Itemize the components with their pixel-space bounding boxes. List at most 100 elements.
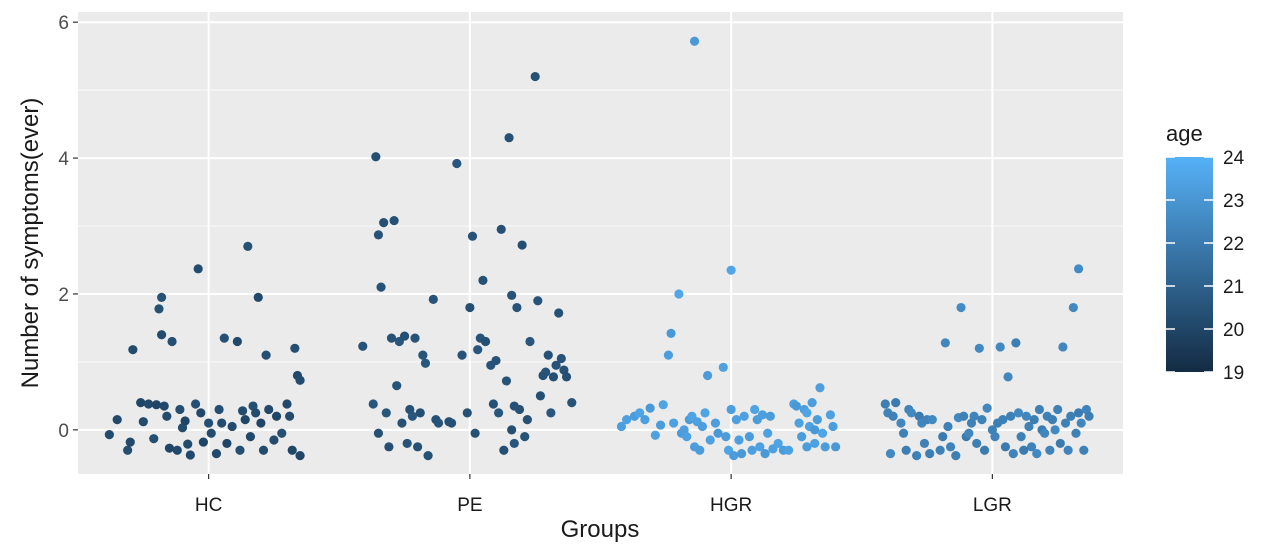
data-point [689, 36, 700, 46]
data-point [755, 442, 765, 452]
data-point [802, 442, 812, 452]
data-point [525, 336, 535, 347]
x-axis-title: Groups [561, 516, 640, 543]
data-point [1047, 415, 1058, 425]
data-point [507, 425, 517, 435]
data-point [277, 428, 287, 438]
data-point [253, 292, 263, 302]
data-point [543, 350, 553, 360]
data-point [956, 302, 966, 313]
data-point [1068, 302, 1078, 313]
data-point [217, 418, 227, 428]
x-axis: HC PE HGR LGR [195, 474, 1012, 516]
data-point [376, 282, 386, 292]
data-point [912, 451, 922, 461]
data-point [446, 418, 457, 428]
data-point [713, 428, 723, 438]
data-point [514, 404, 525, 415]
data-point [1063, 445, 1073, 455]
data-point [1019, 445, 1029, 455]
data-point [407, 411, 417, 421]
data-point [256, 418, 266, 428]
data-point [969, 411, 979, 421]
legend-label: 24 [1223, 148, 1245, 169]
data-point [381, 408, 391, 418]
data-point [901, 445, 911, 455]
y-tick-label: 6 [58, 13, 69, 34]
data-point [1021, 411, 1031, 421]
data-point [488, 399, 498, 409]
data-point [726, 265, 736, 275]
data-point [264, 404, 274, 415]
data-point [399, 331, 410, 341]
data-point [888, 411, 898, 421]
legend-colorbar [1166, 157, 1213, 372]
data-point [478, 275, 488, 285]
data-point [695, 445, 705, 455]
data-point [175, 404, 185, 415]
data-point [243, 241, 253, 251]
data-point [998, 415, 1008, 425]
data-point [245, 432, 256, 442]
data-point [831, 442, 841, 452]
data-point [797, 432, 807, 442]
data-point [535, 391, 546, 401]
data-point [397, 418, 407, 428]
data-point [290, 343, 300, 353]
gridlines [78, 12, 1123, 474]
data-point [261, 350, 271, 360]
data-point [358, 341, 368, 351]
data-point [760, 449, 770, 459]
data-point [457, 350, 467, 360]
legend-title: age [1166, 121, 1203, 146]
data-point [640, 415, 650, 425]
data-point [825, 410, 836, 420]
data-point [193, 264, 203, 274]
data-point [959, 411, 969, 421]
data-point [945, 442, 956, 452]
data-point [428, 294, 438, 304]
data-point [1034, 404, 1044, 415]
data-point [1045, 445, 1055, 455]
data-point [663, 350, 674, 360]
data-point [157, 292, 167, 302]
data-point [977, 415, 987, 425]
data-point [1029, 415, 1039, 425]
data-point [491, 355, 501, 366]
data-point [815, 383, 825, 393]
y-axis-title: Number of symptoms(ever) [17, 98, 44, 389]
data-point [1016, 432, 1026, 442]
data-point [198, 437, 208, 447]
data-point [235, 445, 245, 455]
data-point [183, 439, 193, 449]
legend-label: 21 [1223, 277, 1244, 298]
data-point [1058, 342, 1068, 352]
data-point [1073, 264, 1084, 274]
data-point [159, 401, 169, 411]
data-point [974, 343, 984, 353]
data-point [1084, 411, 1094, 421]
data-point [635, 408, 645, 418]
data-point [807, 398, 817, 408]
data-point [162, 411, 172, 421]
data-point [190, 399, 201, 409]
data-point [196, 408, 206, 418]
data-point [384, 442, 394, 452]
data-point [373, 230, 384, 240]
data-point [982, 403, 992, 413]
data-point [700, 408, 710, 418]
data-point [622, 415, 632, 425]
data-point [473, 345, 483, 355]
data-point [935, 445, 945, 455]
data-point [810, 425, 820, 435]
y-axis: 0 2 4 6 [58, 13, 78, 442]
legend-label: 19 [1223, 363, 1244, 384]
legend-label: 23 [1223, 191, 1244, 212]
data-point [1073, 408, 1084, 418]
data-point [423, 451, 433, 461]
data-point [1066, 411, 1076, 421]
data-point [885, 449, 896, 459]
data-point [880, 399, 890, 409]
data-point [480, 336, 491, 347]
data-point [494, 408, 504, 418]
